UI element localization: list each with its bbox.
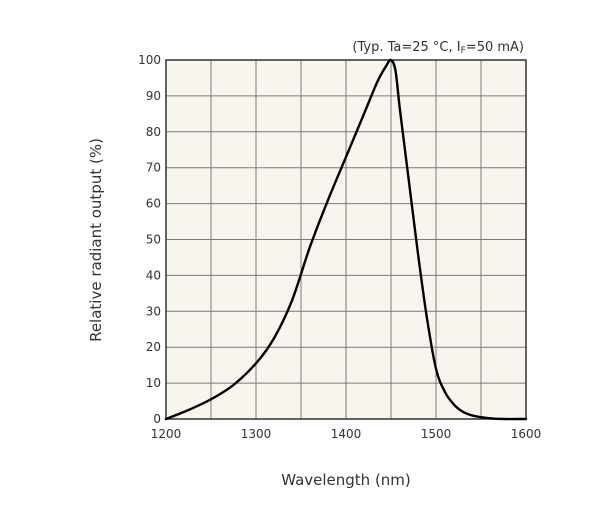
y-tick-label: 50 (146, 233, 161, 247)
x-tick-label: 1500 (421, 427, 452, 441)
y-tick-label: 10 (146, 376, 161, 390)
y-tick-label: 30 (146, 304, 161, 318)
y-axis-label: Relative radiant output (%) (87, 138, 105, 342)
y-tick-label: 70 (146, 161, 161, 175)
x-tick-labels: 1200 1300 1400 1500 1600 (151, 427, 542, 441)
x-tick-label: 1400 (331, 427, 362, 441)
y-tick-label: 20 (146, 340, 161, 354)
y-tick-label: 0 (153, 412, 161, 426)
y-tick-labels: 0 10 20 30 40 50 60 70 80 90 100 (138, 53, 161, 426)
x-tick-label: 1200 (151, 427, 182, 441)
series-line (164, 58, 528, 421)
gridlines (166, 60, 526, 419)
y-tick-label: 80 (146, 125, 161, 139)
x-tick-label: 1300 (241, 427, 272, 441)
y-tick-label: 90 (146, 89, 161, 103)
x-axis-label: Wavelength (nm) (281, 471, 411, 489)
x-tick-label: 1600 (511, 427, 542, 441)
y-tick-label: 60 (146, 197, 161, 211)
plot-frame (165, 59, 527, 420)
condition-annotation: (Typ. Ta=25 °C, IF=50 mA) (352, 40, 524, 56)
y-tick-label: 40 (146, 268, 161, 282)
y-tick-label: 100 (138, 53, 161, 67)
